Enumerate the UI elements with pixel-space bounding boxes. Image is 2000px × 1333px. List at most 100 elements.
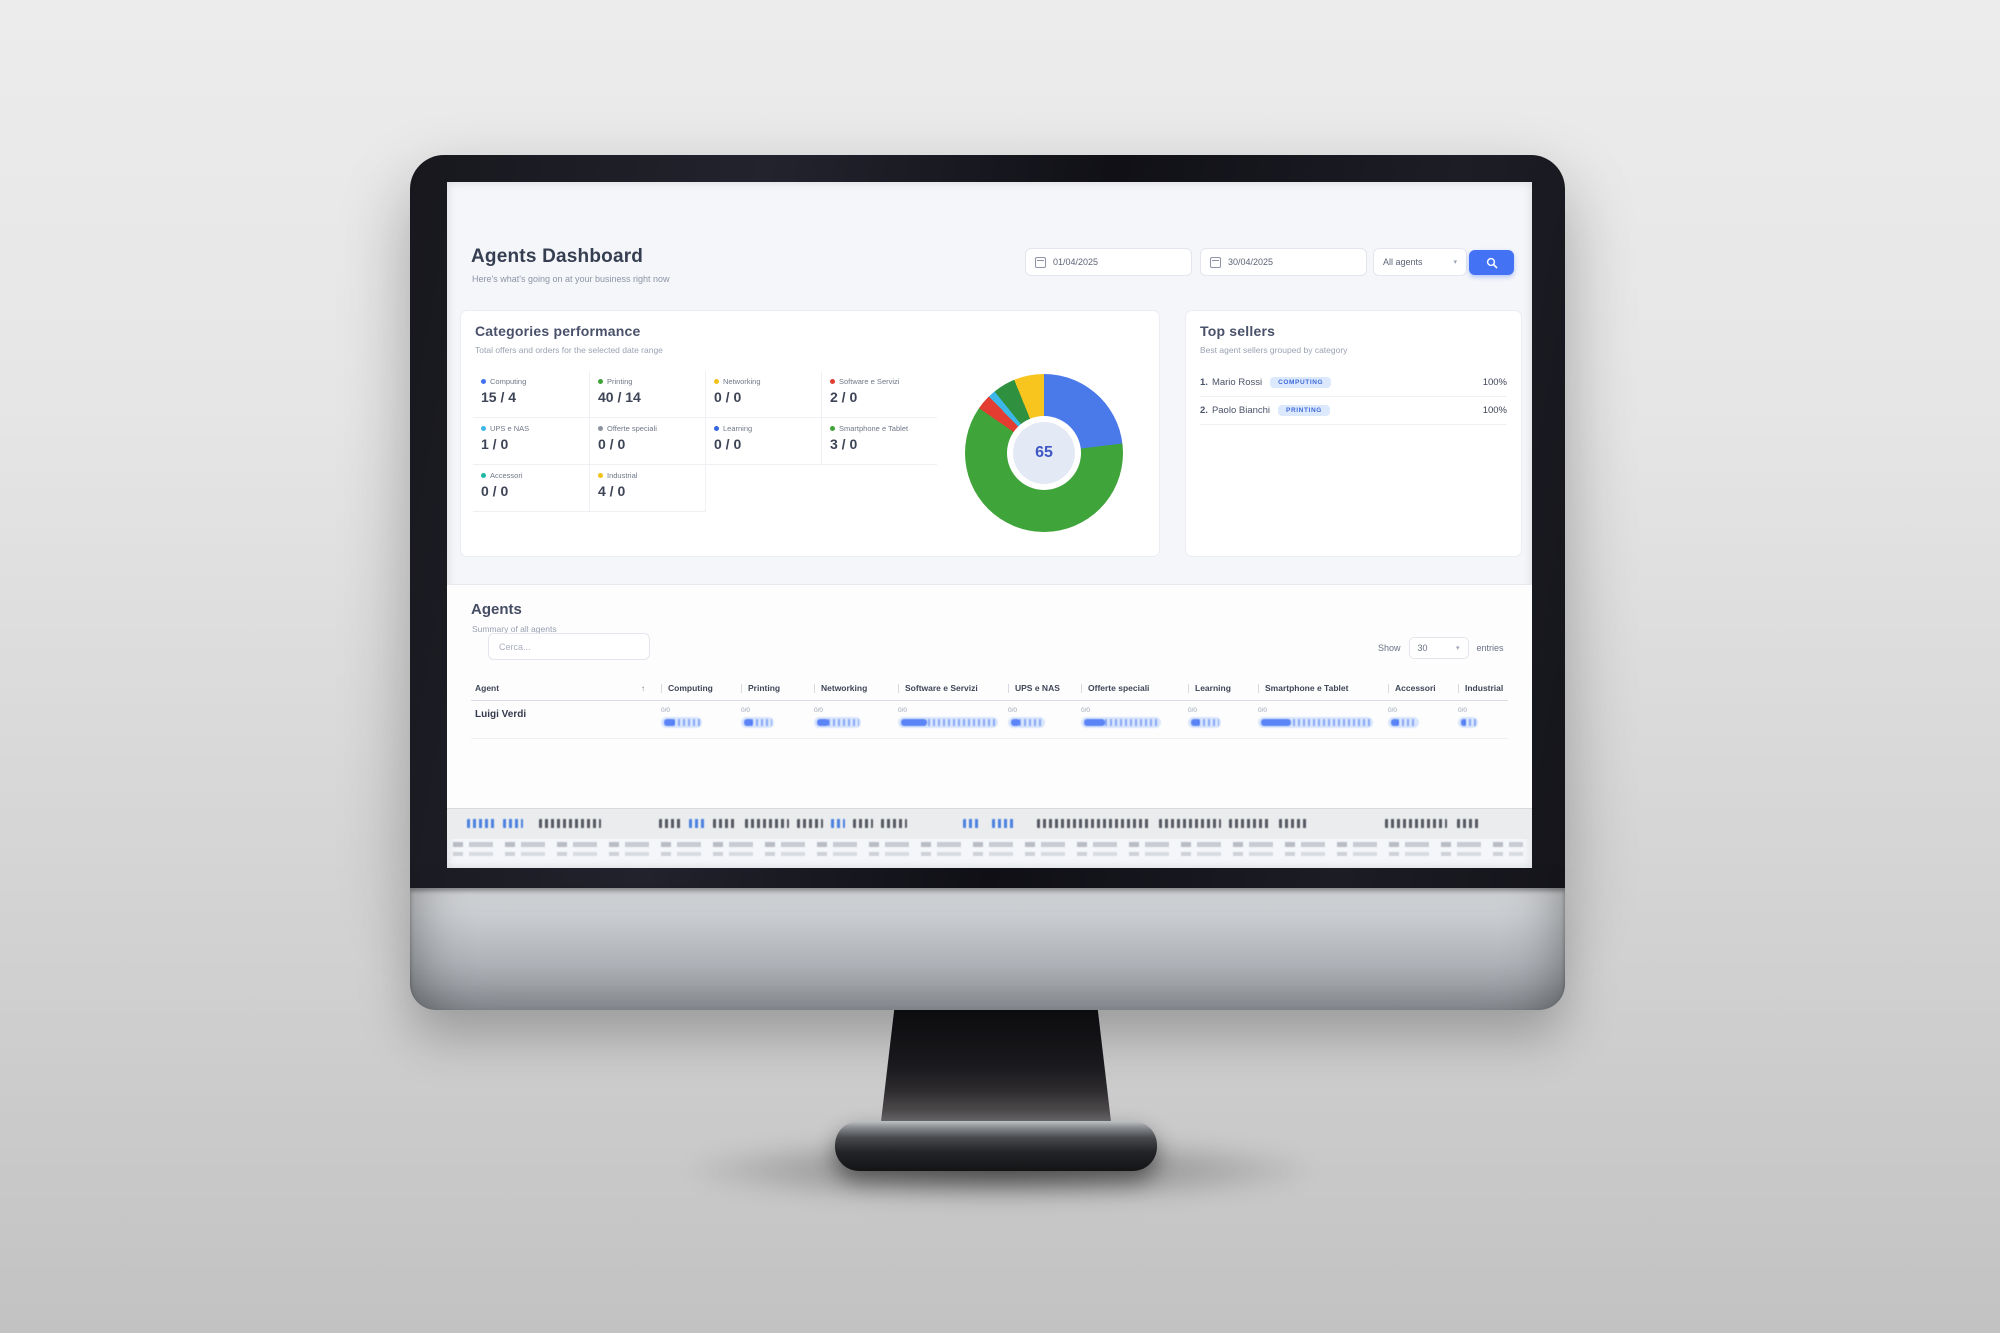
taskbar-item[interactable] <box>831 819 845 828</box>
date-to-input[interactable]: 30/04/2025 <box>1200 248 1367 276</box>
fine-print-row <box>453 842 1523 847</box>
page-title: Agents Dashboard <box>471 246 644 267</box>
agents-table: Agent ↑ Computing Printing Networking Softwar… <box>471 679 1508 739</box>
taskbar-item[interactable] <box>1159 819 1221 828</box>
taskbar-item[interactable] <box>1229 819 1271 828</box>
cell-value: 0/0 <box>1081 707 1091 714</box>
taskbar-item[interactable] <box>745 819 789 828</box>
column-divider <box>1081 683 1082 693</box>
seller-percentage: 100% <box>1482 377 1507 388</box>
cell-value: 0/0 <box>741 707 751 714</box>
entries-label: entries <box>1476 643 1504 653</box>
seller-row: 2. Paolo Bianchi PRINTING 100% <box>1200 397 1507 425</box>
legend-color-dot <box>481 473 486 478</box>
legend-color-dot <box>598 426 603 431</box>
legend-label: Software e Servizi <box>830 377 929 386</box>
taskbar-item[interactable] <box>659 819 681 828</box>
legend-value: 3 / 0 <box>830 436 858 452</box>
taskbar-item[interactable] <box>713 819 737 828</box>
column-header-ups-e-nas[interactable]: UPS e NAS <box>1004 679 1077 701</box>
show-label: Show <box>1378 643 1401 653</box>
screen-content: Agents Dashboard Here's what's going on … <box>447 182 1532 868</box>
column-header-agent[interactable]: Agent ↑ <box>471 679 657 701</box>
legend-value: 2 / 0 <box>830 389 858 405</box>
search-icon <box>1486 257 1497 268</box>
legend-item: Software e Servizi 2 / 0 <box>821 371 937 418</box>
agent-name-cell: Luigi Verdi <box>471 701 657 739</box>
seller-name: Mario Rossi <box>1211 377 1263 388</box>
taskbar-item[interactable] <box>503 819 523 828</box>
taskbar-item[interactable] <box>797 819 823 828</box>
categories-card-title: Categories performance <box>475 323 641 339</box>
column-header-industrial[interactable]: Industrial <box>1454 679 1508 701</box>
legend-label: Printing <box>598 377 697 386</box>
taskbar-item[interactable] <box>467 819 495 828</box>
column-header-accessori[interactable]: Accessori <box>1384 679 1454 701</box>
category-progress-cell: 0/0 <box>894 701 1004 739</box>
progress-bar <box>1258 717 1374 728</box>
taskbar-item[interactable] <box>963 819 979 828</box>
taskbar-item[interactable] <box>1279 819 1309 828</box>
cell-value: 0/0 <box>898 707 908 714</box>
search-button[interactable] <box>1469 250 1514 275</box>
column-header-offerte-speciali[interactable]: Offerte speciali <box>1077 679 1184 701</box>
legend-label: Learning <box>714 424 813 433</box>
column-header-smartphone-e-tablet[interactable]: Smartphone e Tablet <box>1254 679 1384 701</box>
legend-item: Accessori 0 / 0 <box>473 465 589 512</box>
column-header-software-e-servizi[interactable]: Software e Servizi <box>894 679 1004 701</box>
page-size-select[interactable]: 30 ▾ <box>1408 637 1469 659</box>
taskbar-item[interactable] <box>853 819 873 828</box>
taskbar-item[interactable] <box>1037 819 1149 828</box>
taskbar-item[interactable] <box>1457 819 1479 828</box>
seller-rank: 1. <box>1200 377 1208 388</box>
cell-value: 0/0 <box>661 707 671 714</box>
agents-dropdown[interactable]: All agents ▾ <box>1373 248 1467 276</box>
legend-label: Computing <box>481 377 581 386</box>
legend-label: Accessori <box>481 471 581 480</box>
progress-bar <box>1188 717 1221 728</box>
legend-item: Printing 40 / 14 <box>589 371 705 418</box>
categories-donut-chart: 65 <box>965 374 1123 532</box>
legend-item: Computing 15 / 4 <box>473 371 589 418</box>
seller-row: 1. Mario Rossi COMPUTING 100% <box>1200 369 1507 397</box>
column-divider <box>1388 683 1389 693</box>
seller-name: Paolo Bianchi <box>1211 405 1271 416</box>
chevron-down-icon: ▾ <box>1453 259 1457 266</box>
seller-category-badge: COMPUTING <box>1270 377 1332 388</box>
seller-percentage: 100% <box>1482 405 1507 416</box>
legend-filler <box>821 465 937 512</box>
categories-card-subtitle: Total offers and orders for the selected… <box>475 345 663 355</box>
date-to-value: 30/04/2025 <box>1228 257 1274 267</box>
taskbar-item[interactable] <box>539 819 601 828</box>
top-sellers-card: Top sellers Best agent sellers grouped b… <box>1185 310 1522 557</box>
table-row[interactable]: Luigi Verdi 0/0 0/0 0/0 0/0 0/0 0/0 0/0 0/0 0/0 0/… <box>471 701 1508 739</box>
column-divider <box>1258 683 1259 693</box>
column-divider <box>814 683 815 693</box>
category-progress-cell: 0/0 <box>737 701 810 739</box>
legend-color-dot <box>830 426 835 431</box>
column-header-learning[interactable]: Learning <box>1184 679 1254 701</box>
taskbar[interactable] <box>447 808 1532 839</box>
category-progress-cell: 0/0 <box>1184 701 1254 739</box>
legend-color-dot <box>714 379 719 384</box>
legend-value: 40 / 14 <box>598 389 641 405</box>
column-header-computing[interactable]: Computing <box>657 679 737 701</box>
legend-color-dot <box>830 379 835 384</box>
taskbar-item[interactable] <box>689 819 705 828</box>
legend-label: Networking <box>714 377 813 386</box>
legend-value: 1 / 0 <box>481 436 509 452</box>
date-from-input[interactable]: 01/04/2025 <box>1025 248 1192 276</box>
cell-value: 0/0 <box>1258 707 1268 714</box>
column-header-networking[interactable]: Networking <box>810 679 894 701</box>
agents-search-input[interactable] <box>488 633 650 660</box>
taskbar-item[interactable] <box>1385 819 1447 828</box>
taskbar-item[interactable] <box>881 819 907 828</box>
legend-label: Smartphone e Tablet <box>830 424 929 433</box>
taskbar-item[interactable] <box>992 819 1016 828</box>
progress-bar <box>1008 717 1045 728</box>
category-progress-cell: 0/0 <box>1077 701 1184 739</box>
legend-item: Offerte speciali 0 / 0 <box>589 418 705 465</box>
legend-value: 0 / 0 <box>481 483 509 499</box>
column-header-printing[interactable]: Printing <box>737 679 810 701</box>
seller-category-badge: PRINTING <box>1278 405 1330 416</box>
